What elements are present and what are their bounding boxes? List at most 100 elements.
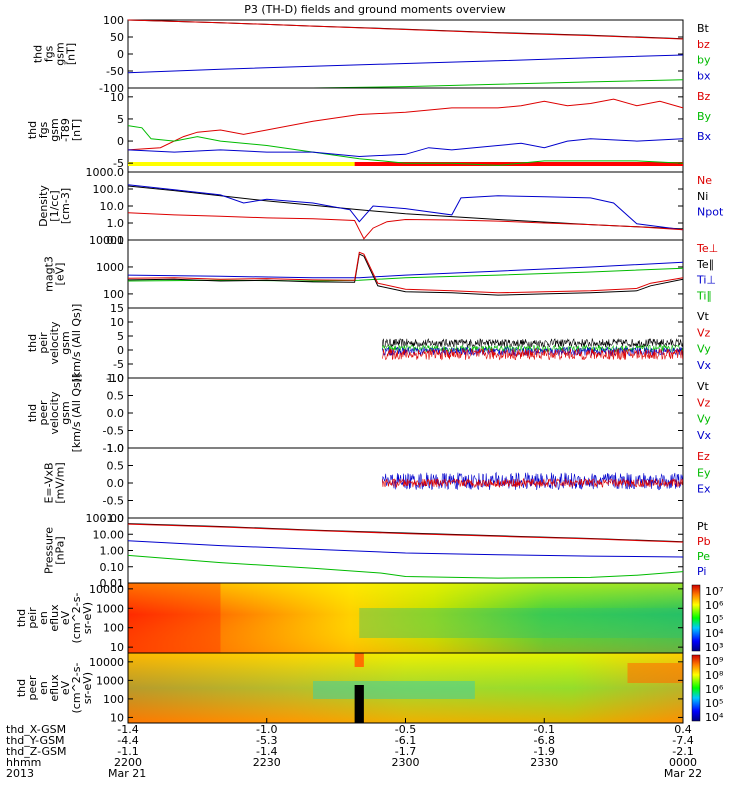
y-axis-label-line: [nT] (70, 119, 83, 141)
y-tick-label: 100 (103, 288, 124, 301)
y-tick-label: 5 (117, 113, 124, 126)
y-axis-label-line: fgs (43, 45, 56, 62)
legend-entry: Vz (697, 326, 711, 339)
y-axis-label-line: thd (26, 404, 39, 422)
x-tick-label-y_gsm: -6.1 (395, 734, 416, 747)
series-Bz (127, 98, 684, 151)
y-tick-label: 0.5 (107, 460, 125, 473)
legend-entry: Ne (697, 174, 712, 187)
x-tick-label-y_gsm: -6.8 (534, 734, 555, 747)
time-axis-row-label: hhmm (6, 756, 41, 769)
series-bx (127, 54, 684, 74)
y-tick-label: 10000 (89, 656, 124, 669)
legend-entry: Te∥ (696, 258, 714, 271)
y-tick-label: 10000 (89, 234, 124, 247)
legend: Vt Vz Vy Vx (697, 380, 712, 442)
legend-entry: bx (697, 69, 711, 82)
y-axis: 10000 1000 100 10 (89, 583, 683, 654)
status-bar-segment (128, 162, 355, 166)
y-axis-label-line: -T89 (59, 118, 72, 142)
y-tick-label: 1.0 (107, 372, 125, 385)
y-axis-label-line: gsm (59, 401, 72, 424)
panel-4: 10000 1000 100 magt3[eV] Te⊥ Te∥ Ti⊥ Ti∥ (43, 234, 718, 309)
legend-entry: Vy (697, 343, 711, 356)
x-tick-label-date: Mar 22 (664, 767, 702, 780)
y-tick-label: -10 (106, 372, 124, 385)
series-Npot (127, 184, 684, 231)
legend-entry: Vx (697, 359, 712, 372)
legend-entry: Te⊥ (696, 242, 718, 255)
x-tick-label-z_gsm: -2.1 (672, 745, 693, 758)
series-Ti⊥ (127, 261, 684, 279)
y-tick-label: 100 (103, 693, 124, 706)
x-tick-label-x_gsm: 0.4 (674, 723, 692, 736)
x-tick-label-hhmm: 2200 (114, 756, 142, 769)
x-tick-label-x_gsm: -1.4 (117, 723, 138, 736)
x-tick-label-y_gsm: -7.4 (672, 734, 693, 747)
y-axis-label-line: magt3 (43, 256, 56, 292)
y-axis-label-line: [nPa] (54, 536, 67, 564)
y-tick-label: 15 (110, 302, 124, 315)
heatmap-region-hot (128, 583, 221, 653)
x-tick-label-x_gsm: -0.1 (534, 723, 555, 736)
x-tick-label-z_gsm: -1.1 (117, 745, 138, 758)
legend-entry: Pi (697, 565, 706, 578)
y-tick-label: 0 (117, 344, 124, 357)
panel-frame (127, 377, 684, 449)
series-Ne (127, 212, 684, 240)
y-axis: 1000.0 100.0 10.0 1.0 0.1 (86, 166, 683, 247)
y-axis-label-line: en (37, 681, 50, 695)
y-axis-label-line: gsm (48, 118, 61, 141)
y-tick-label: 100 (103, 14, 124, 27)
time-axis-row-label: 2013 (6, 767, 34, 780)
y-tick-label: 0 (117, 135, 124, 148)
legend-entry: Bt (697, 22, 710, 35)
colorbar-label: 10⁹ (705, 655, 723, 668)
panel-7: 1.0 0.5 0.0 -0.5 -1.0 E=-VxB[mV/m] Ez Ey Ex (43, 442, 711, 525)
x-tick-label-x_gsm: -0.5 (395, 723, 416, 736)
y-tick-label: 0 (117, 48, 124, 61)
y-axis-label-line: peir (37, 332, 50, 354)
legend: Ne Ni Npot (697, 174, 724, 219)
legend-entry: By (697, 110, 712, 123)
series-Ez (382, 477, 683, 489)
y-axis-label-line: eflux (48, 674, 61, 702)
colorbar-label: 10⁵ (705, 613, 723, 626)
colorbar-label: 10⁴ (705, 711, 724, 724)
colorbar-label: 10⁶ (705, 683, 724, 696)
heatmap-region-cool (313, 681, 475, 699)
y-axis-label-line: Pressure (43, 527, 56, 574)
y-axis: 10000 1000 100 10 (89, 656, 683, 724)
heatmap-region-cool (359, 608, 683, 638)
series-Te⊥ (127, 251, 684, 294)
y-axis-label-line: eflux (48, 604, 61, 632)
y-axis-label-line: sr-eV) (81, 602, 94, 634)
legend: Vt Vz Vy Vx (697, 310, 712, 372)
panel-6: 1.0 0.5 0.0 -0.5 -1.0 thdpeervelocitygsm[km/s… (26, 372, 712, 455)
y-tick-label: 10000 (89, 583, 124, 596)
y-axis-label-line: [mV/m] (54, 462, 67, 503)
legend-entry: Bz (697, 90, 711, 103)
legend: Te⊥ Te∥ Ti⊥ Ti∥ (696, 242, 718, 302)
y-tick-label: 0.01 (100, 577, 125, 590)
series-bz (127, 19, 684, 40)
y-axis-label-line: [km/s (All Qs)] (70, 374, 83, 453)
time-axis-row-label: thd_Z-GSM (6, 745, 66, 758)
y-tick-label: 5 (117, 330, 124, 343)
y-axis-label-line: [1/cc] (48, 190, 61, 221)
chart-title: P3 (TH-D) fields and ground moments over… (244, 3, 506, 16)
y-axis: 100.00 10.00 1.00 0.10 0.01 (86, 512, 683, 590)
y-axis-label: Density[1/cc][cm-3] (37, 185, 72, 227)
legend: Ez Ey Ex (697, 450, 711, 496)
y-tick-label: -0.5 (103, 425, 124, 438)
colorbar-label: 10⁵ (705, 697, 723, 710)
y-axis-label-line: en (37, 611, 50, 625)
y-axis-label-line: peer (26, 675, 39, 701)
y-axis-label-line: thd (26, 334, 39, 352)
